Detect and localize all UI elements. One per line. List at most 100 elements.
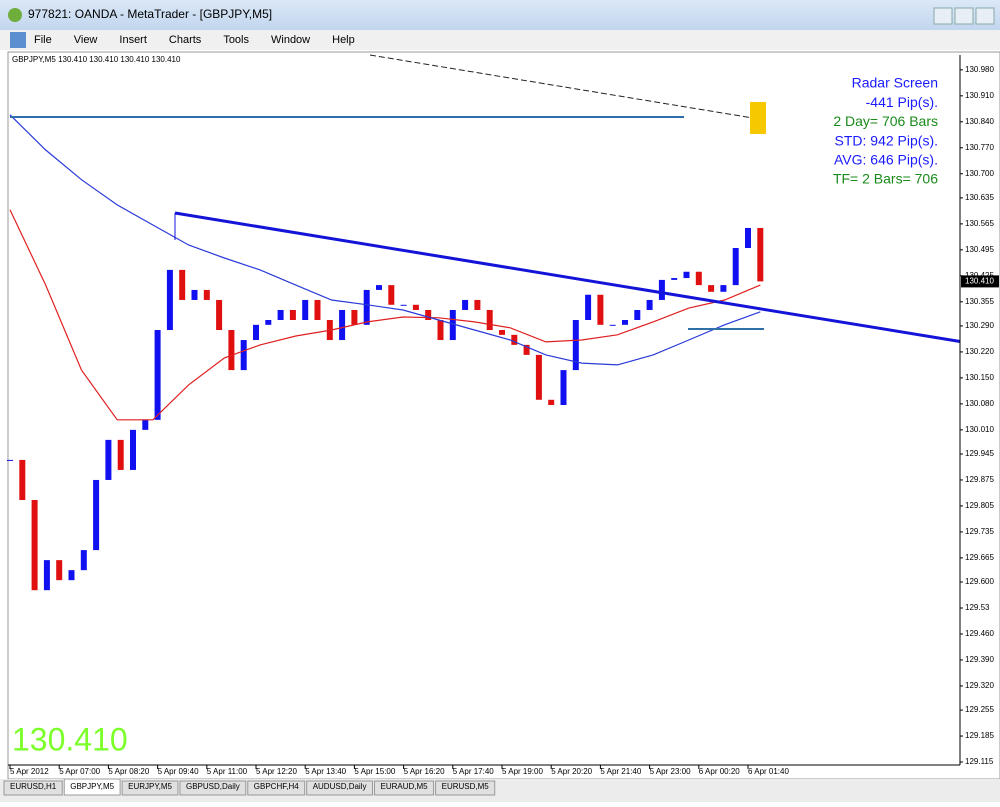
- y-tick-label: 130.010: [965, 425, 994, 434]
- x-tick-label: 5 Apr 20:20: [551, 767, 592, 776]
- candle: [376, 285, 382, 290]
- x-tick-label: 5 Apr 17:40: [453, 767, 494, 776]
- tab[interactable]: [435, 780, 496, 796]
- candle: [708, 285, 715, 292]
- candle: [68, 570, 75, 581]
- menu-item[interactable]: View: [74, 34, 98, 46]
- candle: [572, 319, 579, 371]
- candle: [425, 309, 432, 320]
- candle: [302, 299, 309, 320]
- candle: [56, 560, 63, 581]
- tab[interactable]: [373, 780, 435, 796]
- candle: [166, 269, 173, 331]
- x-tick-label: 5 Apr 12:20: [256, 767, 297, 776]
- menu-item[interactable]: Help: [332, 34, 355, 46]
- dashed-ma: [369, 54, 766, 121]
- candle: [142, 419, 149, 430]
- candle: [43, 560, 50, 591]
- y-tick-label: 129.945: [965, 449, 994, 458]
- x-tick-label: 5 Apr 16:20: [404, 767, 445, 776]
- title-bar: [0, 0, 1000, 30]
- moving-average: [9, 209, 761, 421]
- radar-line: -441 Pip(s).: [866, 94, 938, 110]
- y-tick-label: 129.320: [965, 681, 994, 690]
- x-tick-label: 6 Apr 01:40: [748, 767, 789, 776]
- candle: [363, 289, 370, 325]
- candle: [388, 285, 395, 305]
- candle: [289, 309, 296, 320]
- candle: [203, 289, 210, 300]
- candle: [535, 354, 542, 400]
- y-tick-label: 129.735: [965, 527, 994, 536]
- candle: [634, 309, 641, 320]
- candle: [253, 324, 259, 341]
- tab-label[interactable]: EURJPY,M5: [128, 782, 172, 791]
- x-tick-label: 5 Apr 2012: [10, 767, 49, 776]
- y-tick-label: 129.600: [965, 577, 994, 586]
- tab-label[interactable]: EURUSD,H1: [10, 782, 57, 791]
- tab[interactable]: [3, 780, 63, 796]
- tab-label[interactable]: GBPJPY,M5: [70, 782, 114, 791]
- window-title: 977821: OANDA - MetaTrader - [GBPJPY,M5]: [28, 7, 272, 21]
- candle: [449, 309, 456, 341]
- tab[interactable]: [247, 780, 306, 796]
- chart-icon: [10, 32, 26, 48]
- tab-label[interactable]: AUDUSD,Daily: [313, 782, 367, 791]
- candle: [597, 294, 604, 325]
- menu-item[interactable]: Charts: [169, 34, 202, 46]
- y-tick-label: 129.875: [965, 475, 994, 484]
- y-tick-label: 130.700: [965, 169, 994, 178]
- candle: [683, 271, 690, 279]
- candle: [7, 459, 13, 461]
- x-tick-label: 5 Apr 23:00: [650, 767, 691, 776]
- menu-item[interactable]: Window: [271, 34, 310, 46]
- tab-label[interactable]: EURAUD,M5: [380, 782, 428, 791]
- candle: [622, 319, 628, 325]
- radar-line: Radar Screen: [852, 75, 938, 91]
- candle: [474, 299, 481, 310]
- minimize-button[interactable]: [933, 7, 953, 25]
- candle: [609, 324, 616, 326]
- candle: [265, 319, 272, 325]
- menu-item[interactable]: File: [34, 34, 52, 46]
- y-tick-label: 129.805: [965, 501, 994, 510]
- tab[interactable]: [63, 778, 121, 796]
- y-tick-label: 130.080: [965, 399, 994, 408]
- tab-label[interactable]: GBPCHF,H4: [254, 782, 299, 791]
- y-tick-label: 130.150: [965, 373, 994, 382]
- candle: [671, 278, 678, 280]
- restore-button[interactable]: [954, 7, 974, 25]
- menu-item[interactable]: Tools: [223, 34, 249, 46]
- big-price: 130.410: [12, 721, 128, 757]
- y-tick-label: 129.115: [965, 757, 994, 766]
- y-tick-label: 130.355: [965, 297, 994, 306]
- menu-item[interactable]: Insert: [119, 34, 147, 46]
- tab[interactable]: [179, 780, 247, 796]
- x-tick-label: 5 Apr 07:00: [59, 767, 100, 776]
- candle: [240, 340, 247, 371]
- tab[interactable]: [121, 780, 179, 796]
- radar-line: 2 Day= 706 Bars: [833, 113, 938, 129]
- tab[interactable]: [306, 780, 373, 796]
- candle: [757, 227, 764, 282]
- tab-label[interactable]: EURUSD,M5: [442, 782, 490, 791]
- x-tick-label: 5 Apr 15:00: [354, 767, 395, 776]
- candle: [462, 299, 469, 310]
- window-controls[interactable]: [933, 7, 995, 25]
- tab-label[interactable]: GBPUSD,Daily: [186, 782, 240, 791]
- close-button[interactable]: [975, 7, 995, 25]
- candle: [130, 429, 136, 470]
- candle: [658, 279, 665, 300]
- x-tick-label: 6 Apr 00:20: [699, 767, 740, 776]
- y-tick-label: 130.980: [965, 65, 994, 74]
- y-tick-label: 129.460: [965, 629, 994, 638]
- candle: [745, 227, 751, 248]
- candle: [523, 344, 530, 355]
- price-label: 130.410: [965, 277, 994, 286]
- y-tick-label: 130.770: [965, 143, 994, 152]
- candle: [499, 330, 505, 335]
- radar-line: AVG: 646 Pip(s).: [834, 152, 938, 168]
- candle: [117, 439, 124, 470]
